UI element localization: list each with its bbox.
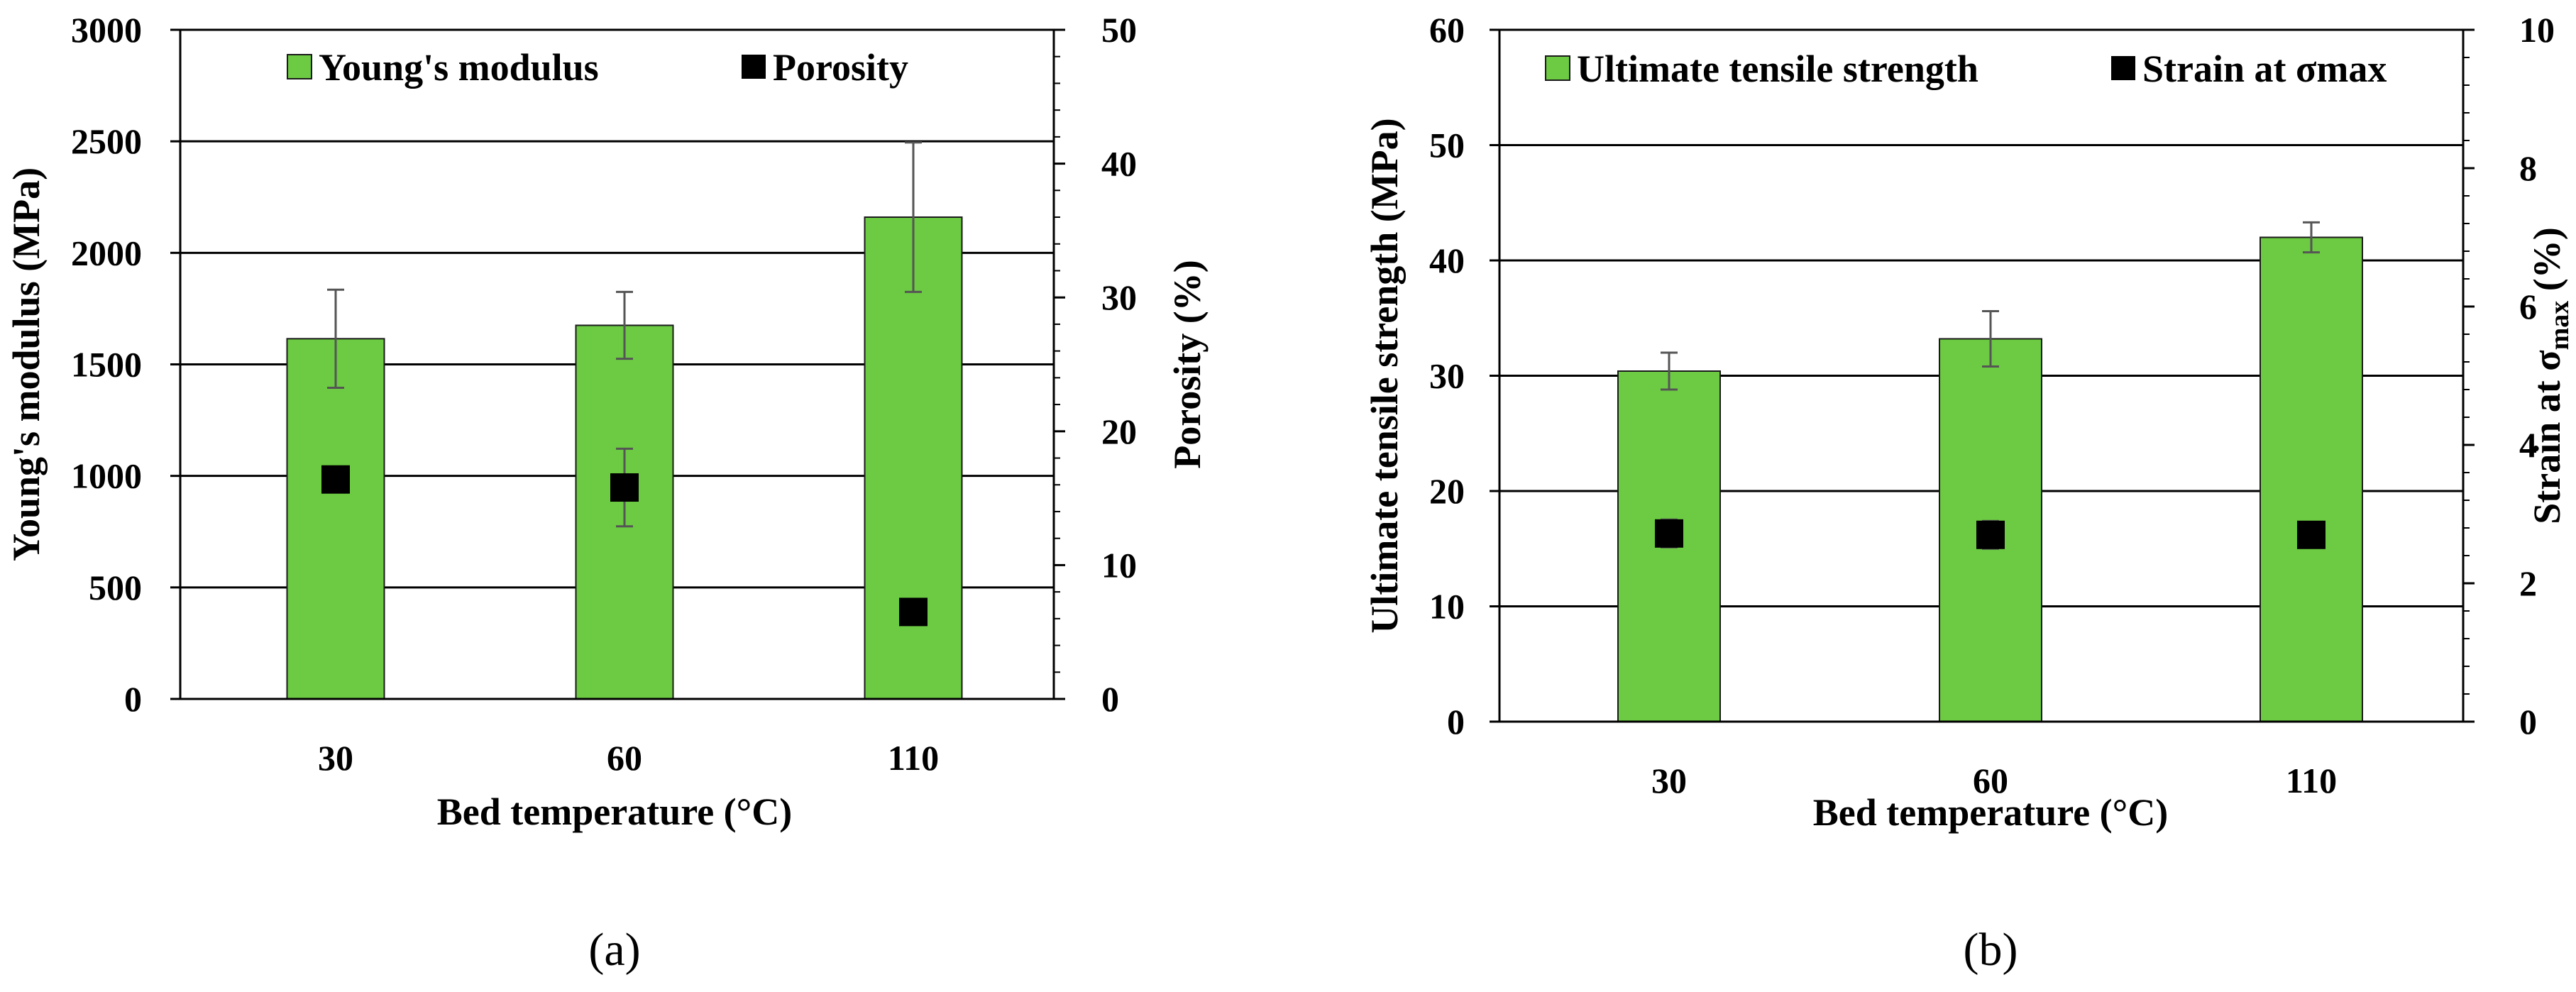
y2-tick-label: 40 bbox=[1101, 144, 1137, 184]
y-tick-label: 50 bbox=[1429, 126, 1465, 165]
y2-tick-label: 4 bbox=[2519, 425, 2537, 465]
y2-tick-label: 6 bbox=[2519, 287, 2537, 326]
x-tick-label: 30 bbox=[318, 738, 353, 778]
marker-110 bbox=[899, 597, 928, 627]
bar-error-bar bbox=[1982, 310, 1999, 368]
legend-bar-swatch bbox=[287, 54, 312, 79]
y-tick-label: 1500 bbox=[71, 345, 142, 385]
bar-30 bbox=[286, 338, 385, 700]
y-tick-label: 500 bbox=[89, 568, 142, 607]
legend-bar-label: Young's modulus bbox=[319, 46, 599, 89]
legend-marker-label: Strain at σmax bbox=[2142, 48, 2387, 90]
y-tick-label: 2500 bbox=[71, 121, 142, 161]
legend-bar-label: Ultimate tensile strength bbox=[1577, 48, 1978, 90]
bar-110 bbox=[2259, 236, 2363, 722]
y2-tick-label: 10 bbox=[2519, 10, 2555, 50]
y2-axis-label-text: Strain at σ bbox=[2526, 350, 2568, 524]
panel-caption: (a) bbox=[588, 924, 640, 976]
y2-axis-label: Strain at σmax (%) bbox=[2526, 227, 2575, 524]
y-axis-label: Young's modulus (MPa) bbox=[5, 167, 48, 561]
legend: Young's modulus Porosity bbox=[287, 46, 908, 89]
marker-60 bbox=[610, 473, 639, 502]
y-tick-label: 2000 bbox=[71, 233, 142, 272]
x-tick-label: 60 bbox=[607, 738, 642, 778]
y-tick-label: 20 bbox=[1429, 471, 1465, 511]
legend-bar-swatch bbox=[1545, 55, 1570, 81]
bar-error-bar bbox=[327, 288, 344, 390]
y2-tick-label: 10 bbox=[1101, 545, 1137, 585]
y-tick-label: 60 bbox=[1429, 10, 1465, 50]
legend-marker-swatch bbox=[2111, 56, 2135, 80]
y-axis-label: Ultimate tensile strength (MPa) bbox=[1363, 118, 1406, 633]
bar-error-bar bbox=[616, 290, 633, 360]
bar-60 bbox=[575, 324, 674, 700]
y2-axis-label-subscript: max bbox=[2545, 301, 2575, 351]
chart-panel-a: 0 500 1000 1500 2000 2500 3000 0 10 20 30 40 50 30 60 1… bbox=[5, 10, 1209, 976]
panel-caption: (b) bbox=[1964, 924, 2018, 976]
y2-tick-label: 0 bbox=[2519, 702, 2537, 742]
chart-panel-b: 0 10 20 30 40 50 60 0 2 4 6 8 10 30 60 110 Bed temperatu… bbox=[1363, 10, 2575, 976]
y-tick-label: 1000 bbox=[71, 456, 142, 496]
legend: Ultimate tensile strength Strain at σmax bbox=[1545, 48, 2387, 90]
bar-error-bar bbox=[905, 141, 922, 293]
x-tick-label: 110 bbox=[2286, 761, 2337, 800]
y2-tick-label: 30 bbox=[1101, 277, 1137, 317]
y-tick-label: 0 bbox=[1447, 702, 1465, 742]
y2-tick-label: 8 bbox=[2519, 148, 2537, 188]
y2-axis-label: Porosity (%) bbox=[1166, 260, 1209, 468]
x-tick-label: 110 bbox=[888, 738, 939, 778]
y-tick-label: 40 bbox=[1429, 241, 1465, 280]
y2-tick-label: 2 bbox=[2519, 563, 2537, 603]
marker-60 bbox=[1976, 520, 2005, 549]
marker-30 bbox=[1655, 519, 1683, 548]
legend-marker-label: Porosity bbox=[773, 46, 908, 89]
y-tick-label: 0 bbox=[124, 679, 142, 719]
y-tick-label: 10 bbox=[1429, 587, 1465, 627]
y2-tick-label: 20 bbox=[1101, 412, 1137, 451]
x-tick-label: 30 bbox=[1651, 761, 1687, 800]
x-tick-label: 60 bbox=[1973, 761, 2008, 800]
bar-error-bar bbox=[1661, 351, 1678, 391]
legend-marker-swatch bbox=[742, 55, 766, 79]
y2-axis-label-unit: (%) bbox=[2526, 227, 2568, 300]
y2-tick-label: 50 bbox=[1101, 10, 1137, 50]
y-tick-label: 3000 bbox=[71, 10, 142, 50]
bar-error-bar bbox=[2303, 221, 2320, 254]
y-tick-label: 30 bbox=[1429, 356, 1465, 396]
x-axis-label: Bed temperature (°C) bbox=[437, 790, 792, 833]
marker-30 bbox=[321, 465, 350, 494]
x-axis-label: Bed temperature (°C) bbox=[1813, 791, 2168, 834]
marker-110 bbox=[2297, 520, 2325, 549]
y2-tick-label: 0 bbox=[1101, 679, 1119, 719]
